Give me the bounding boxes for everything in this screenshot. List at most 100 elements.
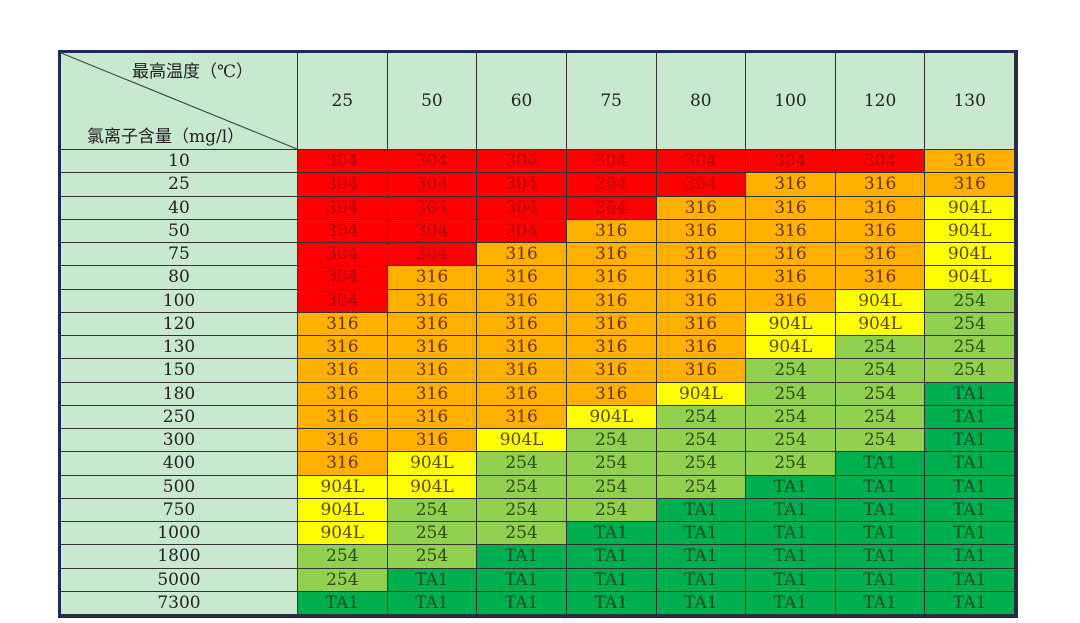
material-cell: 316 — [566, 359, 657, 383]
material-cell: TA1 — [746, 568, 836, 592]
row-header-chloride: 50 — [61, 219, 298, 243]
material-cell: TA1 — [387, 568, 478, 592]
material-cell: 316 — [477, 289, 567, 313]
material-cell: 316 — [298, 336, 388, 360]
material-cell: 316 — [566, 243, 657, 267]
row-header-chloride: 130 — [61, 336, 298, 360]
material-cell: 304 — [746, 150, 836, 174]
material-cell: 316 — [925, 173, 1015, 197]
row-header-chloride: 80 — [61, 266, 298, 290]
material-cell: 254 — [746, 405, 836, 429]
material-cell: 316 — [298, 312, 388, 336]
row-header-chloride: 10 — [61, 150, 298, 174]
material-cell: 304 — [656, 150, 747, 174]
material-cell: 316 — [835, 196, 926, 220]
material-cell: TA1 — [925, 382, 1015, 406]
material-cell: 904L — [925, 243, 1015, 267]
row-header-chloride: 400 — [61, 452, 298, 476]
material-cell: 316 — [477, 405, 567, 429]
material-cell: 254 — [566, 429, 657, 453]
row-header-chloride: 7300 — [61, 591, 298, 615]
material-cell: 316 — [746, 173, 836, 197]
material-cell: 316 — [835, 243, 926, 267]
material-cell: 254 — [835, 336, 926, 360]
material-cell: 316 — [477, 243, 567, 267]
material-cell: TA1 — [746, 545, 836, 569]
material-cell: TA1 — [835, 545, 926, 569]
material-cell: 304 — [298, 173, 388, 197]
material-cell: 304 — [298, 266, 388, 290]
material-cell: TA1 — [835, 475, 926, 499]
material-cell: 254 — [656, 405, 747, 429]
material-cell: 904L — [477, 429, 567, 453]
material-cell: 316 — [746, 243, 836, 267]
material-cell: 254 — [566, 452, 657, 476]
material-cell: TA1 — [656, 522, 747, 546]
material-cell: 254 — [566, 475, 657, 499]
material-cell: 316 — [835, 173, 926, 197]
material-cell: 316 — [477, 382, 567, 406]
material-cell: 304 — [835, 150, 926, 174]
material-cell: 904L — [298, 475, 388, 499]
material-cell: 904L — [835, 289, 926, 313]
material-cell: 904L — [298, 498, 388, 522]
material-cell: 904L — [746, 312, 836, 336]
material-cell: 254 — [298, 568, 388, 592]
diagonal-divider — [61, 53, 297, 149]
material-cell: 316 — [298, 429, 388, 453]
material-cell: TA1 — [477, 545, 567, 569]
material-cell: 304 — [566, 173, 657, 197]
material-cell: 254 — [746, 452, 836, 476]
material-cell: 254 — [746, 359, 836, 383]
material-cell: 254 — [925, 289, 1015, 313]
material-cell: TA1 — [925, 568, 1015, 592]
material-cell: 904L — [387, 475, 478, 499]
material-cell: 316 — [566, 266, 657, 290]
material-cell: 304 — [566, 150, 657, 174]
material-cell: 316 — [746, 196, 836, 220]
material-cell: 316 — [566, 336, 657, 360]
material-cell: TA1 — [387, 591, 478, 615]
row-header-chloride: 300 — [61, 429, 298, 453]
material-cell: 254 — [387, 545, 478, 569]
row-header-chloride: 120 — [61, 312, 298, 336]
material-cell: 316 — [746, 219, 836, 243]
material-cell: 304 — [298, 219, 388, 243]
material-cell: 316 — [387, 359, 478, 383]
material-cell: 904L — [925, 219, 1015, 243]
material-cell: 254 — [656, 475, 747, 499]
material-cell: TA1 — [835, 498, 926, 522]
material-cell: TA1 — [835, 452, 926, 476]
material-cell: 316 — [656, 336, 747, 360]
material-cell: 254 — [925, 336, 1015, 360]
material-cell: TA1 — [925, 498, 1015, 522]
material-cell: 254 — [477, 475, 567, 499]
material-cell: TA1 — [566, 522, 657, 546]
material-cell: 254 — [835, 405, 926, 429]
material-cell: 904L — [298, 522, 388, 546]
material-cell: TA1 — [746, 522, 836, 546]
material-cell: 316 — [656, 196, 747, 220]
material-cell: 316 — [925, 150, 1015, 174]
material-cell: 316 — [477, 312, 567, 336]
material-cell: 316 — [387, 405, 478, 429]
material-cell: 304 — [298, 243, 388, 267]
material-cell: TA1 — [835, 591, 926, 615]
material-cell: 316 — [656, 312, 747, 336]
material-cell: 304 — [477, 173, 567, 197]
material-cell: TA1 — [925, 429, 1015, 453]
material-cell: 254 — [387, 498, 478, 522]
material-cell: 304 — [387, 219, 478, 243]
material-cell: 316 — [566, 289, 657, 313]
material-cell: 304 — [387, 243, 478, 267]
material-cell: 316 — [298, 452, 388, 476]
material-cell: 316 — [746, 266, 836, 290]
row-header-chloride: 100 — [61, 289, 298, 313]
temperature-axis-label: 最高温度（℃） — [131, 62, 253, 82]
material-cell: 304 — [477, 196, 567, 220]
material-cell: 316 — [566, 382, 657, 406]
row-header-chloride: 75 — [61, 243, 298, 267]
row-header-chloride: 1800 — [61, 545, 298, 569]
material-cell: TA1 — [656, 498, 747, 522]
material-cell: 316 — [477, 336, 567, 360]
